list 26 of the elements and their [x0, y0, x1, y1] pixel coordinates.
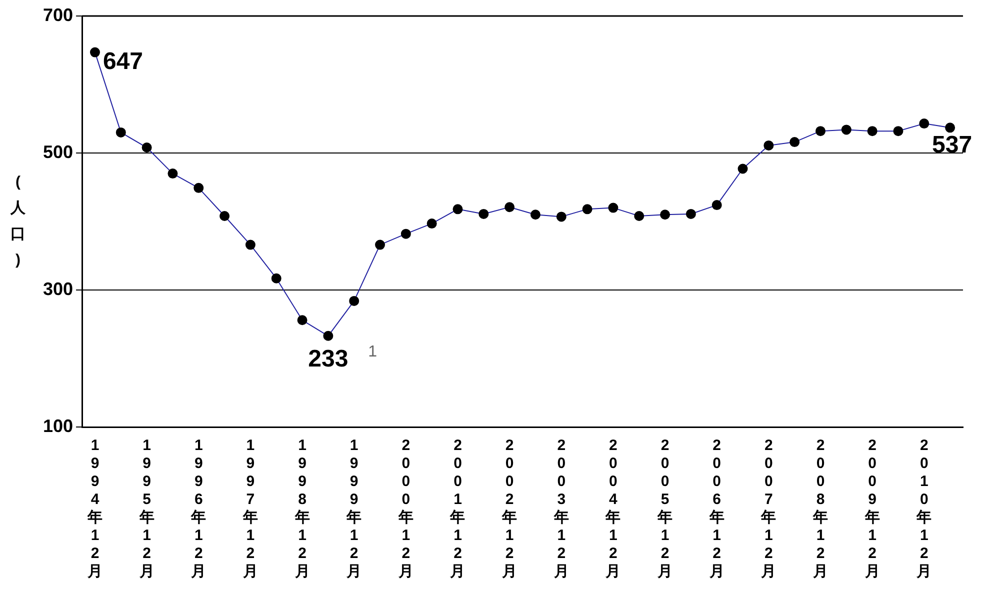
- y-tick-label: 300: [42, 278, 74, 299]
- x-tick-label: 1997年12月: [242, 437, 258, 580]
- x-tick-label: 2007年12月: [760, 437, 776, 580]
- x-tick-label: 1999年12月: [346, 437, 362, 580]
- x-tick-label: 1998年12月: [294, 437, 310, 580]
- y-axis-title: (人口): [10, 174, 26, 269]
- x-tick-label: 1995年12月: [138, 437, 154, 580]
- x-tick-label: 2005年12月: [656, 437, 673, 580]
- x-tick-label: 2010年12月: [916, 437, 932, 580]
- x-tick-label: 2009年12月: [864, 437, 880, 580]
- y-tick-label: 500: [42, 142, 74, 162]
- data-label: 233: [308, 346, 348, 373]
- y-tick-label: 100: [42, 416, 74, 436]
- x-tick-label: 2003年12月: [552, 437, 569, 580]
- annotation: 1: [368, 343, 378, 360]
- data-label: 647: [102, 48, 144, 75]
- x-tick-label: 1994年12月: [86, 437, 102, 580]
- x-tick-label: 1996年12月: [190, 437, 206, 580]
- x-tick-label: 2000年12月: [397, 437, 414, 580]
- x-tick-label: 2004年12月: [604, 437, 621, 580]
- data-label: 537: [932, 131, 972, 158]
- x-tick-label: 2006年12月: [708, 437, 724, 580]
- x-tick-label: 2002年12月: [501, 437, 518, 580]
- x-tick-label: 2001年12月: [449, 437, 466, 580]
- y-tick-label: 700: [42, 4, 74, 25]
- x-tick-label: 2008年12月: [812, 437, 828, 580]
